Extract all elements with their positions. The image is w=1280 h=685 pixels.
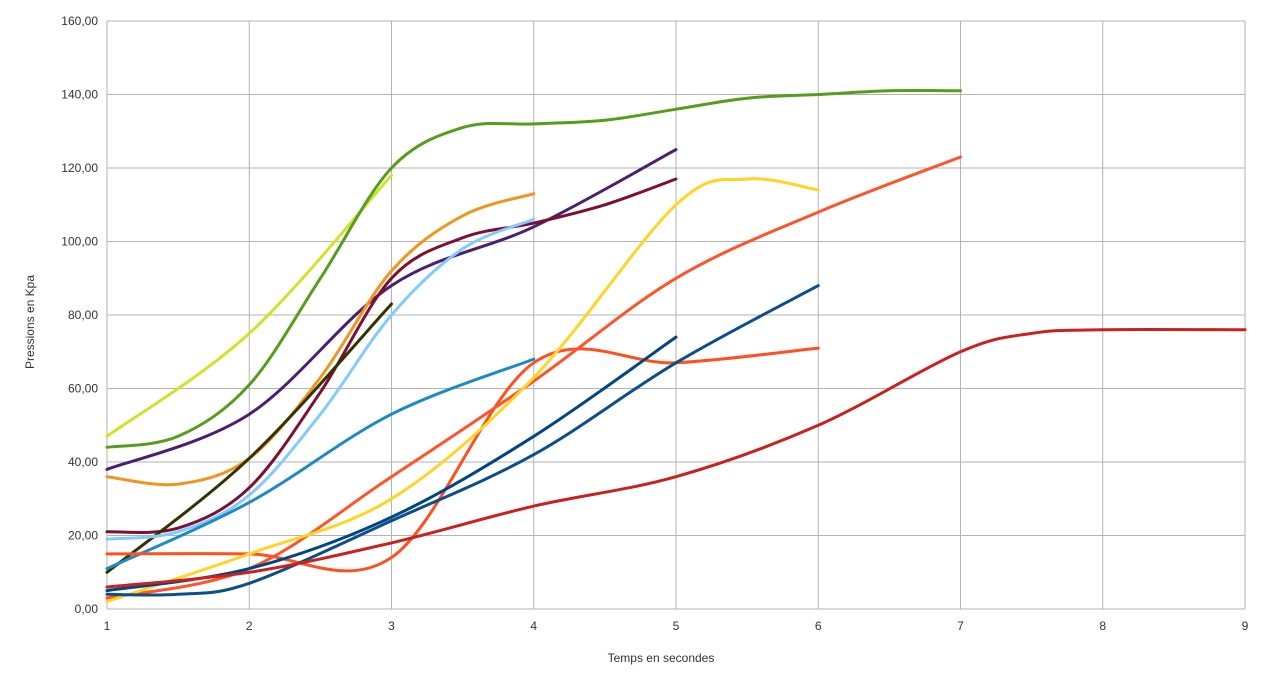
x-tick-label: 9 <box>1242 619 1249 633</box>
y-axis-title: Pressions en Kpa <box>23 275 37 369</box>
series-line-6 <box>105 302 393 574</box>
y-tick-label: 40,00 <box>68 455 98 469</box>
tick-labels: 1 2 3 4 5 6 7 8 9 0,00 20,00 40,00 60,00 80,00 100,00 1… <box>61 14 1248 633</box>
x-tick-label: 5 <box>673 619 680 633</box>
y-tick-label: 140,00 <box>61 88 98 102</box>
y-tick-label: 160,00 <box>61 14 98 28</box>
series-line-7 <box>105 217 536 541</box>
series-line-9 <box>105 346 820 573</box>
series-line-13 <box>105 284 820 597</box>
series-line-8 <box>105 357 536 571</box>
x-tick-label: 8 <box>1099 619 1106 633</box>
x-tick-label: 2 <box>246 619 253 633</box>
x-tick-label: 3 <box>388 619 395 633</box>
series-line-2 <box>105 89 962 449</box>
y-tick-label: 80,00 <box>68 308 98 322</box>
x-tick-label: 6 <box>815 619 822 633</box>
series-line-3 <box>105 148 678 471</box>
y-tick-label: 0,00 <box>75 602 99 616</box>
y-tick-label: 60,00 <box>68 382 98 396</box>
series-line-14 <box>105 327 1247 589</box>
series-line-4 <box>105 192 536 487</box>
y-tick-label: 120,00 <box>61 161 98 175</box>
x-tick-label: 7 <box>957 619 964 633</box>
series-line-11 <box>105 177 820 604</box>
x-tick-label: 4 <box>530 619 537 633</box>
y-tick-label: 20,00 <box>68 529 98 543</box>
gridlines <box>106 20 1246 610</box>
x-axis-title: Temps en secondes <box>608 651 715 665</box>
x-tick-label: 1 <box>104 619 111 633</box>
series-line-5 <box>105 177 678 534</box>
y-tick-label: 100,00 <box>61 235 98 249</box>
series-lines <box>105 89 1247 604</box>
